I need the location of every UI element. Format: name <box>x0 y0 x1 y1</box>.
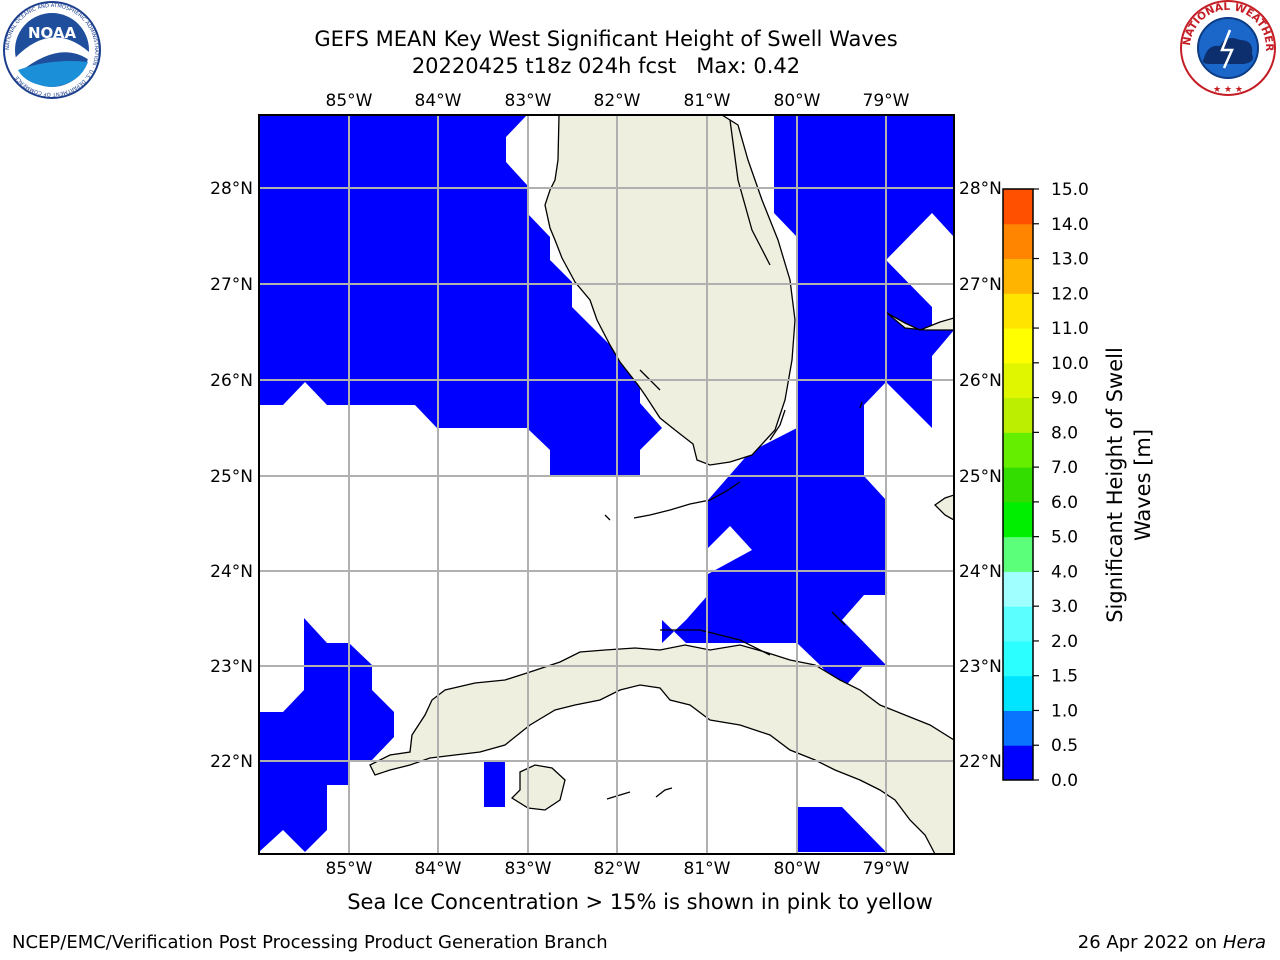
lon-ticks-top: 85°W 84°W 83°W 82°W 81°W 80°W 79°W <box>326 91 910 111</box>
lat-tick: 27°N <box>959 275 1002 295</box>
lat-tick: 22°N <box>959 752 1002 772</box>
colorbar-tick-label: 2.0 <box>1051 632 1078 652</box>
lon-tick: 82°W <box>594 91 641 111</box>
colorbar-band <box>1003 745 1033 781</box>
footer-date-text: 26 Apr 2022 on <box>1077 932 1223 953</box>
colorbar-tick-label: 7.0 <box>1051 458 1078 478</box>
colorbar-tick-label: 14.0 <box>1051 215 1089 235</box>
colorbar-tick-label: 4.0 <box>1051 562 1078 582</box>
colorbar-label-line1: Significant Height of Swell <box>1103 347 1127 623</box>
lon-tick: 80°W <box>774 859 821 879</box>
colorbar-band <box>1003 223 1033 260</box>
lat-tick: 26°N <box>959 371 1002 391</box>
lon-tick: 84°W <box>415 859 462 879</box>
lat-tick: 24°N <box>210 562 253 582</box>
colorbar-band <box>1003 293 1033 329</box>
colorbar-tick-label: 10.0 <box>1051 354 1089 374</box>
lat-tick: 28°N <box>210 179 253 199</box>
sea-ice-note: Sea Ice Concentration > 15% is shown in … <box>347 890 933 914</box>
colorbar-band <box>1003 571 1033 607</box>
lat-tick: 26°N <box>210 371 253 391</box>
lon-tick: 79°W <box>863 91 910 111</box>
lon-tick: 83°W <box>505 91 552 111</box>
lon-tick: 82°W <box>594 859 641 879</box>
lat-tick: 25°N <box>959 467 1002 487</box>
colorbar-band <box>1003 640 1033 677</box>
colorbar-tick-label: 13.0 <box>1051 250 1089 270</box>
colorbar-band <box>1003 258 1033 294</box>
chart-subtitle: 20220425 t18z 024h fcst Max: 0.42 <box>411 54 801 78</box>
colorbar-tick-label: 6.0 <box>1051 493 1078 513</box>
colorbar-band <box>1003 501 1033 538</box>
colorbar-tick-label: 12.0 <box>1051 284 1089 304</box>
lat-ticks-left: 28°N 27°N 26°N 25°N 24°N 23°N 22°N <box>210 179 253 772</box>
colorbar-band <box>1003 536 1033 572</box>
lat-tick: 28°N <box>959 179 1002 199</box>
footer-date: 26 Apr 2022 on Hera <box>1078 932 1266 953</box>
colorbar-frame <box>1002 188 1034 781</box>
noaa-logo-text: NOAA <box>28 24 77 42</box>
colorbar-tick-label: 1.0 <box>1051 701 1078 721</box>
colorbar-label-line2: Waves [m] <box>1131 428 1155 542</box>
colorbar-band <box>1003 362 1033 399</box>
colorbar-band <box>1003 675 1033 711</box>
lon-tick: 84°W <box>415 91 462 111</box>
colorbar-tick-label: 8.0 <box>1051 423 1078 443</box>
lat-tick: 23°N <box>959 657 1002 677</box>
lon-tick: 81°W <box>684 859 731 879</box>
lon-tick: 85°W <box>326 91 373 111</box>
map-frame <box>258 114 955 855</box>
lon-ticks-bottom: 85°W 84°W 83°W 82°W 81°W 80°W 79°W <box>326 859 910 879</box>
chart-title: GEFS MEAN Key West Significant Height of… <box>314 27 898 51</box>
map-plot-area <box>259 115 954 854</box>
footer-host: Hera <box>1222 932 1266 953</box>
svg-text:★ ★ ★: ★ ★ ★ <box>1213 85 1243 95</box>
colorbar-tick-label: 9.0 <box>1051 389 1078 409</box>
colorbar: 0.0 0.5 1.0 1.5 2.0 3.0 4.0 5.0 6.0 7.0 8.0 9.0 10.0… <box>1002 180 1089 791</box>
colorbar-band <box>1003 189 1033 225</box>
noaa-logo: NOAA NATIONAL OCEANIC AND ATMOSPHERIC AD… <box>3 1 101 99</box>
lat-tick: 24°N <box>959 562 1002 582</box>
cuba-land <box>369 644 954 854</box>
lon-tick: 83°W <box>505 859 552 879</box>
colorbar-band <box>1003 397 1033 433</box>
lat-tick: 27°N <box>210 275 253 295</box>
lat-ticks-right: 28°N 27°N 26°N 25°N 24°N 23°N 22°N <box>959 179 1002 772</box>
lon-tick: 79°W <box>863 859 910 879</box>
colorbar-band <box>1003 606 1033 642</box>
lat-tick: 25°N <box>210 467 253 487</box>
lon-tick: 85°W <box>326 859 373 879</box>
lon-tick: 80°W <box>774 91 821 111</box>
colorbar-tick-label: 0.5 <box>1051 736 1078 756</box>
colorbar-tick-label: 5.0 <box>1051 528 1078 548</box>
colorbar-band <box>1003 467 1033 503</box>
lat-tick: 23°N <box>210 657 253 677</box>
lon-tick: 81°W <box>684 91 731 111</box>
lat-tick: 22°N <box>210 752 253 772</box>
colorbar-tick-label: 0.0 <box>1051 771 1078 791</box>
footer-credit: NCEP/EMC/Verification Post Processing Pr… <box>12 932 608 953</box>
colorbar-band <box>1003 710 1033 746</box>
colorbar-band <box>1003 328 1033 364</box>
colorbar-tick-label: 15.0 <box>1051 180 1089 200</box>
colorbar-tick-label: 3.0 <box>1051 597 1078 617</box>
colorbar-tick-label: 11.0 <box>1051 319 1089 339</box>
colorbar-band <box>1003 432 1033 468</box>
swell-height-field <box>259 115 954 852</box>
colorbar-tick-label: 1.5 <box>1051 667 1078 687</box>
map-gridlines <box>259 115 954 854</box>
florida-land <box>544 115 796 466</box>
